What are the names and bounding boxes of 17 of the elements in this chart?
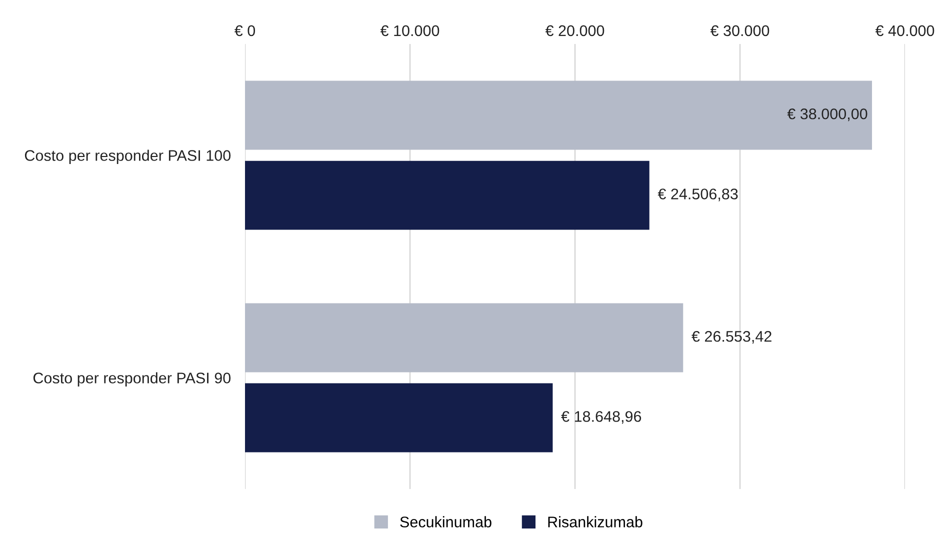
data-label: € 38.000,00	[787, 108, 868, 122]
x-tick-label: € 10.000	[380, 25, 440, 36]
y-tick-label: Costo per responder PASI 90	[33, 372, 231, 386]
x-tick-label: € 30.000	[710, 25, 770, 36]
bar	[245, 383, 553, 452]
bar	[245, 160, 650, 230]
y-tick-label: Costo per responder PASI 100	[24, 150, 231, 164]
x-tick-label: € 0	[234, 25, 256, 36]
data-label: € 26.553,42	[692, 330, 772, 344]
bar	[245, 80, 872, 150]
legend-label: Risankizumab	[548, 516, 642, 528]
x-tick-label: € 40.000	[875, 25, 934, 36]
x-tick-label: € 20.000	[545, 25, 604, 36]
bar	[245, 303, 684, 372]
data-label: € 24.506,83	[658, 188, 738, 202]
legend-label: Secukinumab	[400, 516, 492, 528]
data-label: € 18.648,96	[561, 411, 642, 424]
